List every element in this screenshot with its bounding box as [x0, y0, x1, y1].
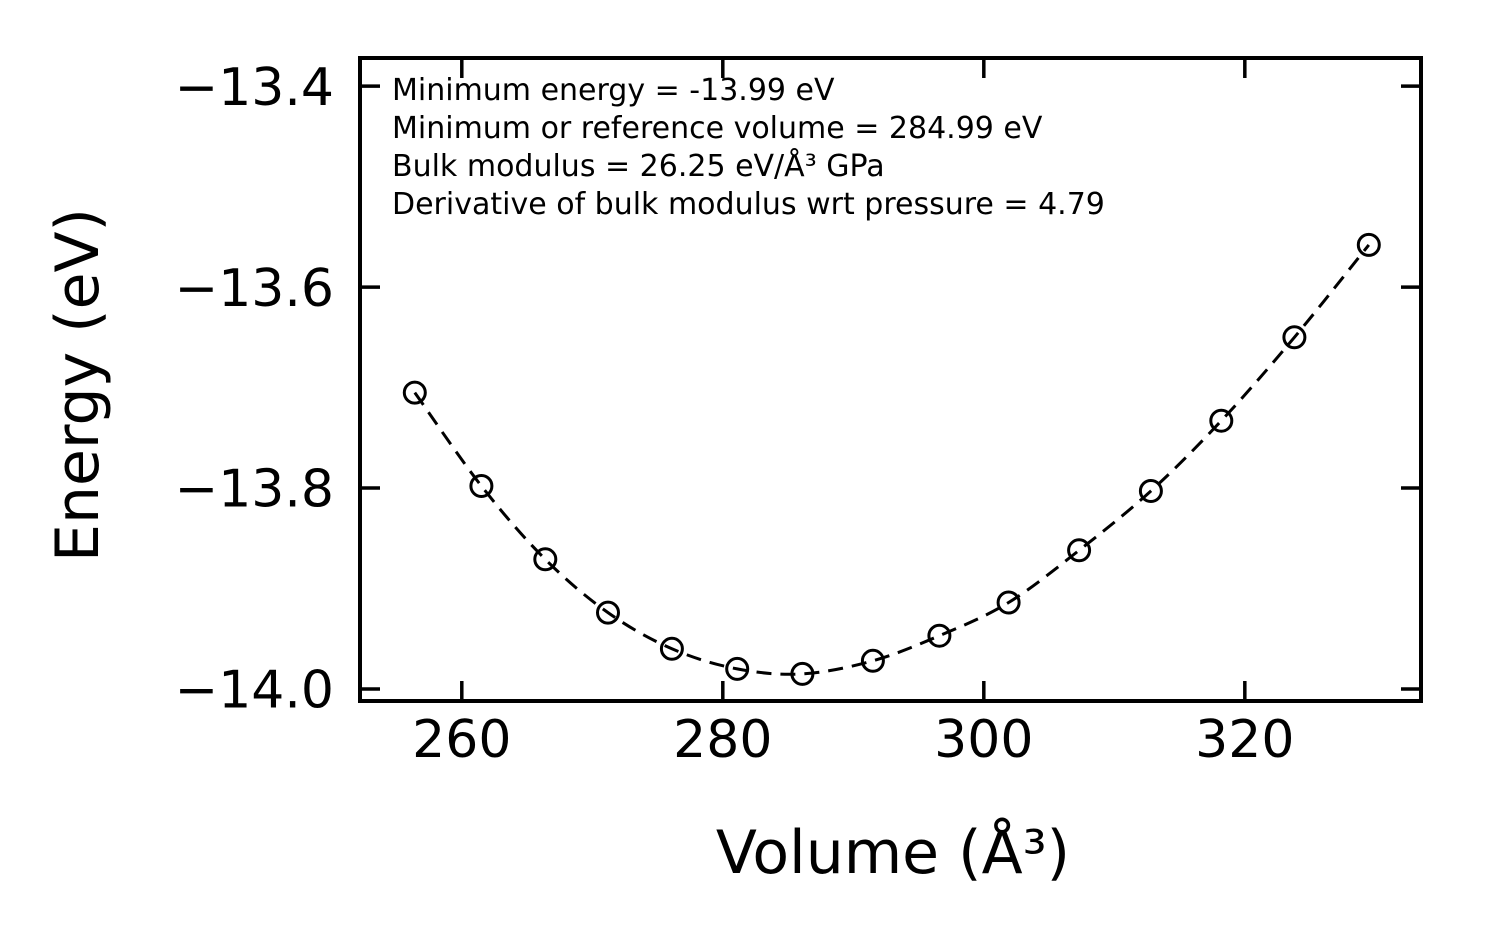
x-tick-label: 320: [1195, 710, 1294, 770]
x-axis-label: Volume (Å³): [715, 818, 1071, 888]
x-tick-label: 280: [673, 710, 772, 770]
plot-frame: [358, 56, 1423, 703]
annotation-minimum-volume: Minimum or reference volume = 284.99 eV: [392, 111, 1043, 146]
data-point-marker: [927, 623, 952, 648]
data-point-marker: [1138, 479, 1163, 503]
y-tick-label: −14.0: [175, 661, 334, 721]
data-point-marker: [790, 661, 815, 686]
data-point-marker: [533, 547, 558, 572]
x-tick-label: 260: [412, 710, 511, 770]
data-point-marker: [596, 600, 620, 625]
y-axis-label: Energy (eV): [43, 208, 113, 562]
annotation-bulk-modulus: Bulk modulus = 26.25 eV/Å³ GPa: [392, 149, 885, 184]
x-tick-label: 300: [934, 710, 1033, 770]
fit-results-annotation: Minimum energy = -13.99 eV Minimum or re…: [392, 72, 1105, 224]
annotation-bulk-modulus-derivative: Derivative of bulk modulus wrt pressure …: [392, 187, 1105, 222]
data-point-marker: [725, 656, 750, 681]
data-point-marker: [860, 648, 885, 673]
annotation-minimum-energy: Minimum energy = -13.99 eV: [392, 73, 835, 108]
data-point-marker: [1067, 538, 1092, 563]
data-point-marker: [1356, 232, 1381, 257]
data-point-marker: [659, 636, 684, 661]
y-tick-label: −13.8: [175, 460, 334, 520]
eos-fit-curve: [413, 243, 1370, 676]
data-point-marker: [402, 380, 427, 405]
data-point-marker: [1282, 325, 1307, 350]
data-point-marker: [469, 474, 494, 498]
y-tick-label: −13.4: [175, 58, 334, 118]
data-point-marker: [996, 590, 1021, 615]
data-point-marker: [1209, 408, 1234, 433]
y-tick-label: −13.6: [175, 259, 334, 319]
